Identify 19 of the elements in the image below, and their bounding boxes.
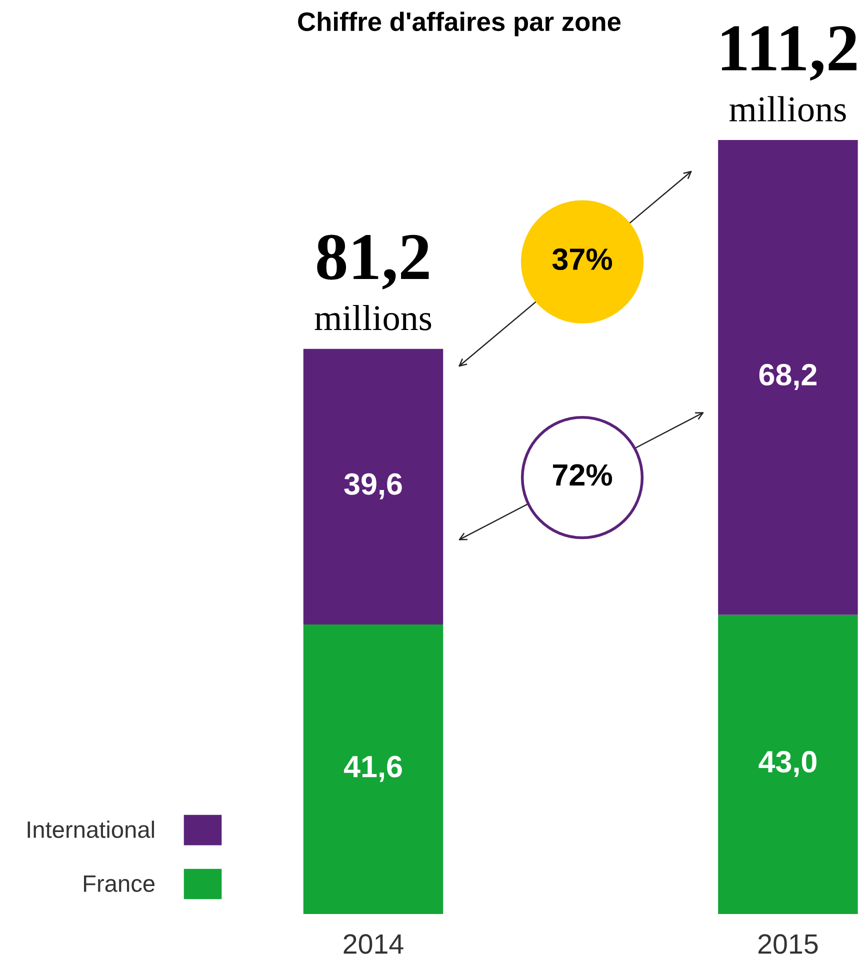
legend-label: International xyxy=(28,820,154,838)
annotation: 72% xyxy=(552,464,612,486)
chart-title: Chiffre d'affaires par zone xyxy=(298,12,621,36)
data-label: 43,0 xyxy=(758,750,816,777)
bar xyxy=(303,624,444,914)
legend-label: France xyxy=(84,876,154,892)
bar xyxy=(718,614,858,914)
total-label: 81,2 xyxy=(317,234,429,290)
data-label: 41,6 xyxy=(344,756,402,782)
bar xyxy=(303,348,444,624)
data-label: 68,2 xyxy=(759,364,816,390)
bar xyxy=(718,140,858,615)
x-tick-label: 2015 xyxy=(758,934,818,954)
total-label: 111,2 xyxy=(722,26,856,81)
annotation: millions xyxy=(314,304,432,330)
annotation: 37% xyxy=(552,248,612,270)
data-label: 39,6 xyxy=(344,473,402,500)
annotation: millions xyxy=(730,96,846,122)
x-tick-label: 2014 xyxy=(344,934,404,954)
